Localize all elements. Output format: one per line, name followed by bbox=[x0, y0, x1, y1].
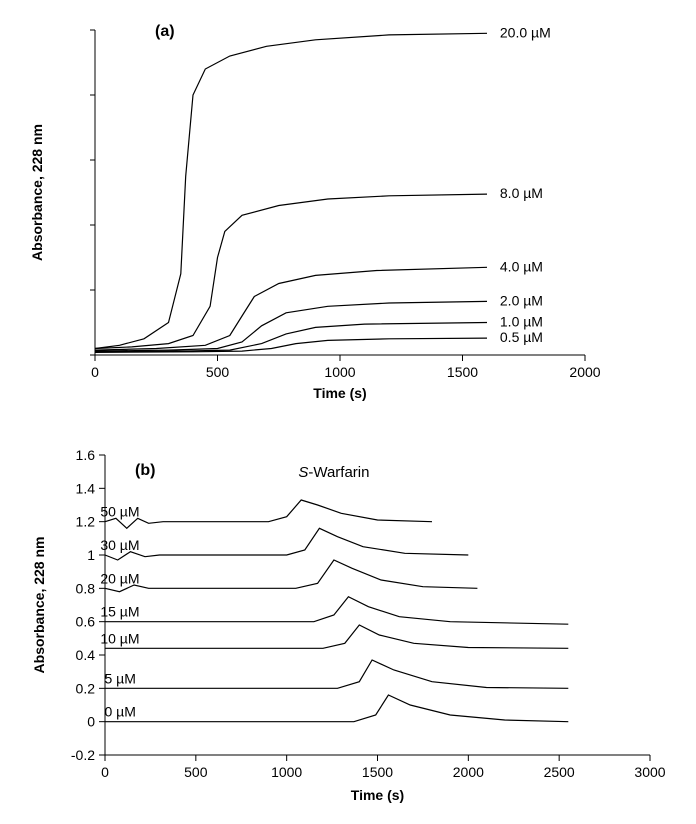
y-tick-label: 0 bbox=[87, 714, 95, 730]
y-tick-label: 1.6 bbox=[76, 447, 96, 463]
series-line bbox=[95, 301, 487, 351]
y-tick-label: 0.6 bbox=[76, 614, 96, 630]
panel-a-svg: 0 500 1000 1500 2000 Time (s) Absorbance, 228 … bbox=[20, 10, 680, 410]
panel-b: 0 500 1000 1500 2000 2500 3000 -0.2 0 0.2 0.4 0.6 0.… bbox=[20, 440, 680, 810]
panel-a-ylabel: Absorbance, 228 nm bbox=[29, 124, 45, 261]
series-line bbox=[105, 625, 568, 648]
y-tick-label: 0.8 bbox=[76, 580, 96, 596]
series-inside-label: 15 µM bbox=[100, 604, 139, 620]
series-line bbox=[105, 660, 568, 688]
x-tick-label: 1000 bbox=[324, 364, 355, 380]
series-line bbox=[95, 194, 487, 348]
series-label: 1.0 µM bbox=[500, 314, 543, 330]
series-line bbox=[105, 597, 568, 625]
x-tick-label: 0 bbox=[91, 364, 99, 380]
series-line bbox=[105, 528, 468, 560]
x-tick-label: 2000 bbox=[453, 764, 484, 780]
x-tick-label: 1500 bbox=[362, 764, 393, 780]
panel-b-title: S-Warfarin bbox=[298, 464, 369, 481]
series-inside-label: 20 µM bbox=[100, 570, 139, 586]
series-label: 4.0 µM bbox=[500, 258, 543, 274]
series-inside-label: 50 µM bbox=[100, 504, 139, 520]
y-tick-label: 1.2 bbox=[76, 514, 96, 530]
series-line bbox=[95, 323, 487, 352]
series-label: 0.5 µM bbox=[500, 329, 543, 345]
y-tick-label: 0.2 bbox=[76, 680, 96, 696]
y-tick-label: -0.2 bbox=[71, 747, 95, 763]
x-tick-label: 2500 bbox=[544, 764, 575, 780]
series-line bbox=[95, 267, 487, 350]
series-line bbox=[95, 33, 487, 348]
x-tick-label: 3000 bbox=[634, 764, 665, 780]
figure-container: 0500100015002000Time (s)Absorbance, 228 … bbox=[0, 0, 696, 824]
series-inside-label: 30 µM bbox=[100, 537, 139, 553]
y-tick-label: 0.4 bbox=[76, 647, 96, 663]
series-inside-label: 10 µM bbox=[100, 630, 139, 646]
x-tick-label: 0 bbox=[101, 764, 109, 780]
series-line bbox=[105, 695, 568, 722]
series-label: 8.0 µM bbox=[500, 185, 543, 201]
panel-b-ylabel: Absorbance, 228 nm bbox=[31, 537, 47, 674]
panel-b-tag: (b) bbox=[135, 462, 155, 479]
x-tick-label: 1500 bbox=[447, 364, 478, 380]
panel-b-xlabel: Time (s) bbox=[351, 787, 404, 803]
series-label: 2.0 µM bbox=[500, 292, 543, 308]
x-tick-label: 2000 bbox=[569, 364, 600, 380]
x-tick-label: 500 bbox=[206, 364, 230, 380]
panel-a: 0 500 1000 1500 2000 Time (s) Absorbance, 228 … bbox=[20, 10, 680, 410]
y-tick-label: 1.4 bbox=[76, 480, 96, 496]
series-inside-label: 5 µM bbox=[104, 670, 135, 686]
x-tick-label: 500 bbox=[184, 764, 208, 780]
series-label: 20.0 µM bbox=[500, 24, 551, 40]
panel-a-xlabel: Time (s) bbox=[313, 385, 366, 401]
series-line bbox=[105, 500, 432, 528]
series-inside-label: 0 µM bbox=[104, 704, 135, 720]
panel-b-axes bbox=[105, 455, 650, 755]
x-tick-label: 1000 bbox=[271, 764, 302, 780]
y-tick-label: 1 bbox=[87, 547, 95, 563]
panel-b-svg: 0 500 1000 1500 2000 2500 3000 -0.2 0 0.2 0.4 0.6 0.… bbox=[20, 440, 680, 810]
series-line bbox=[105, 560, 477, 592]
panel-a-tag: (a) bbox=[155, 23, 175, 40]
